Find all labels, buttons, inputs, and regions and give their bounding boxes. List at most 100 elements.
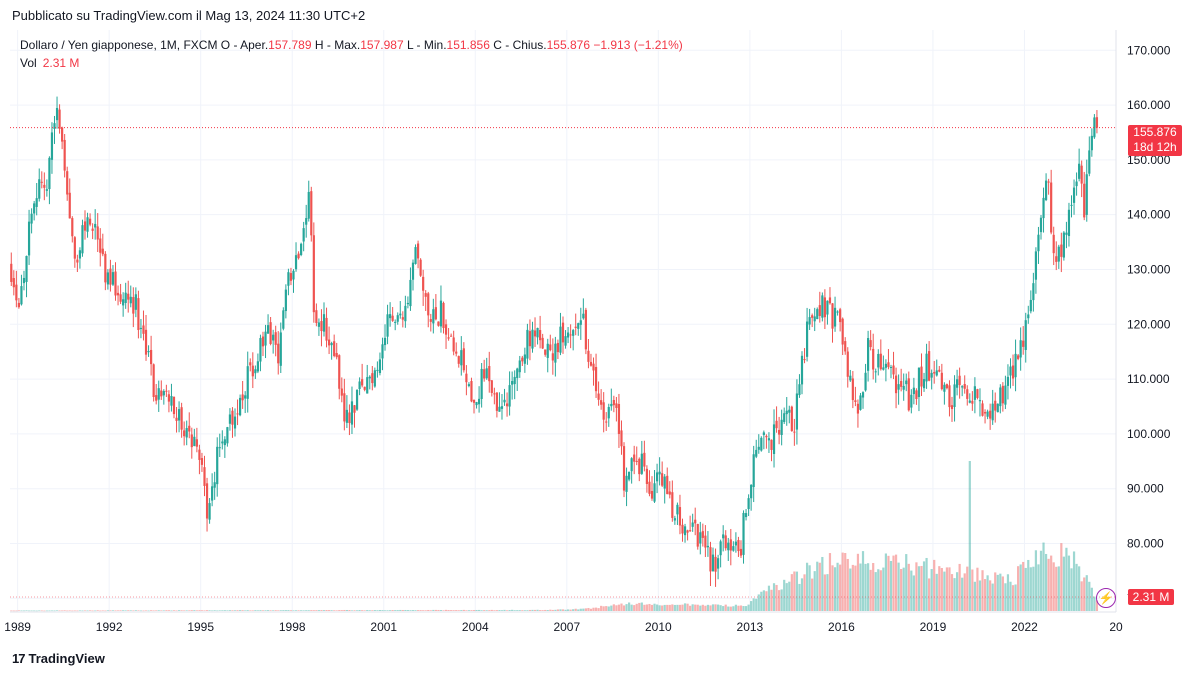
candle-body <box>399 313 402 316</box>
candle-body <box>345 409 348 423</box>
candle-body <box>167 394 171 402</box>
candle-body <box>528 331 532 347</box>
volume-bar <box>650 604 654 611</box>
x-tick-label: 2022 <box>1011 620 1038 634</box>
volume-bar <box>198 610 201 611</box>
volume-bar <box>81 610 84 612</box>
candle-body <box>450 335 453 337</box>
volume-bar <box>678 604 682 611</box>
volume-bar <box>889 560 893 611</box>
volume-bar <box>498 610 501 611</box>
volume-bar <box>373 610 376 611</box>
candle-body <box>406 302 410 305</box>
volume-bar <box>663 604 666 611</box>
candle-body <box>48 157 51 190</box>
candle-body <box>147 351 150 353</box>
candle-body <box>78 250 82 259</box>
volume-label: Vol <box>20 56 37 70</box>
candle-body <box>272 334 275 341</box>
candle-body <box>1090 135 1093 151</box>
candle-body <box>452 337 455 352</box>
tradingview-logo[interactable]: 17 TradingView <box>12 651 105 666</box>
volume-bar <box>119 610 122 611</box>
volume-bar <box>922 561 926 611</box>
candle-body <box>981 403 984 416</box>
volume-bar <box>714 604 717 611</box>
candle-body <box>53 123 56 129</box>
volume-bar <box>274 610 277 611</box>
volume-bar <box>434 609 437 611</box>
candle-body <box>892 365 895 375</box>
candle-body <box>874 371 877 373</box>
candle-body <box>767 438 771 441</box>
volume-bar <box>177 610 181 611</box>
candle-body <box>630 458 633 472</box>
candle-body <box>986 411 989 417</box>
candle-body <box>488 366 491 382</box>
volume-bar <box>1072 551 1076 611</box>
volume-bar <box>101 610 104 612</box>
volume-bar <box>368 610 371 611</box>
candle-body <box>592 363 595 371</box>
candle-body <box>381 344 384 359</box>
candle-body <box>327 339 331 346</box>
candle-body <box>1067 209 1071 237</box>
candle-body <box>839 309 842 323</box>
volume-bar <box>396 610 399 611</box>
volume-bar <box>1095 600 1099 611</box>
last-price-badge: 155.876 18d 12h <box>1128 125 1182 156</box>
candle-body <box>511 381 514 385</box>
volume-bar <box>116 610 120 611</box>
last-price-value: 155.876 <box>1133 125 1177 139</box>
candle-body <box>414 247 417 264</box>
candle-body <box>1044 180 1048 201</box>
candle-body <box>844 341 847 352</box>
candle-body <box>127 293 130 300</box>
volume-bar <box>38 610 41 612</box>
volume-bar <box>106 610 109 611</box>
candle-body <box>800 355 804 385</box>
candle-body <box>216 446 219 485</box>
lightning-icon[interactable]: ⚡ <box>1096 588 1116 608</box>
volume-bar <box>645 604 649 611</box>
candle-body <box>798 384 801 396</box>
volume-bar <box>45 610 48 612</box>
candle-body <box>836 311 839 313</box>
candle-body <box>274 332 277 345</box>
volume-bar <box>953 578 956 611</box>
volume-bar <box>269 610 272 611</box>
volume-bar <box>429 610 432 611</box>
volume-bar <box>371 610 374 611</box>
candle-body <box>882 367 885 370</box>
candle-body <box>170 395 173 406</box>
candle-body <box>625 475 628 492</box>
volume-bar <box>455 610 458 611</box>
volume-legend[interactable]: Vol 2.31 M <box>20 56 79 70</box>
volume-bar <box>704 605 707 611</box>
candle-body <box>658 471 661 475</box>
volume-bar <box>132 610 135 612</box>
volume-bar <box>327 610 331 611</box>
x-tick-label: 2013 <box>737 620 764 634</box>
volume-bar <box>955 572 959 611</box>
volume-bar <box>71 610 74 612</box>
candle-body <box>63 139 66 171</box>
volume-bar <box>238 610 242 611</box>
volume-bar <box>961 577 964 611</box>
candle-body <box>353 405 356 413</box>
volume-bar <box>1085 575 1088 611</box>
candle-body <box>470 381 473 402</box>
candle-body <box>254 369 257 374</box>
candle-body <box>1042 197 1045 219</box>
candle-body <box>640 453 643 474</box>
high-label: H - Max. <box>314 38 361 52</box>
symbol-title[interactable]: Dollaro / Yen giapponese, 1M, FXCM <box>20 38 218 52</box>
volume-bar <box>175 610 178 612</box>
candle-body <box>439 300 443 327</box>
volume-bar <box>973 581 976 611</box>
symbol-legend[interactable]: Dollaro / Yen giapponese, 1M, FXCM O - A… <box>20 38 683 52</box>
volume-bar <box>727 606 730 611</box>
volume-bar <box>910 570 913 611</box>
candle-body <box>518 360 521 373</box>
